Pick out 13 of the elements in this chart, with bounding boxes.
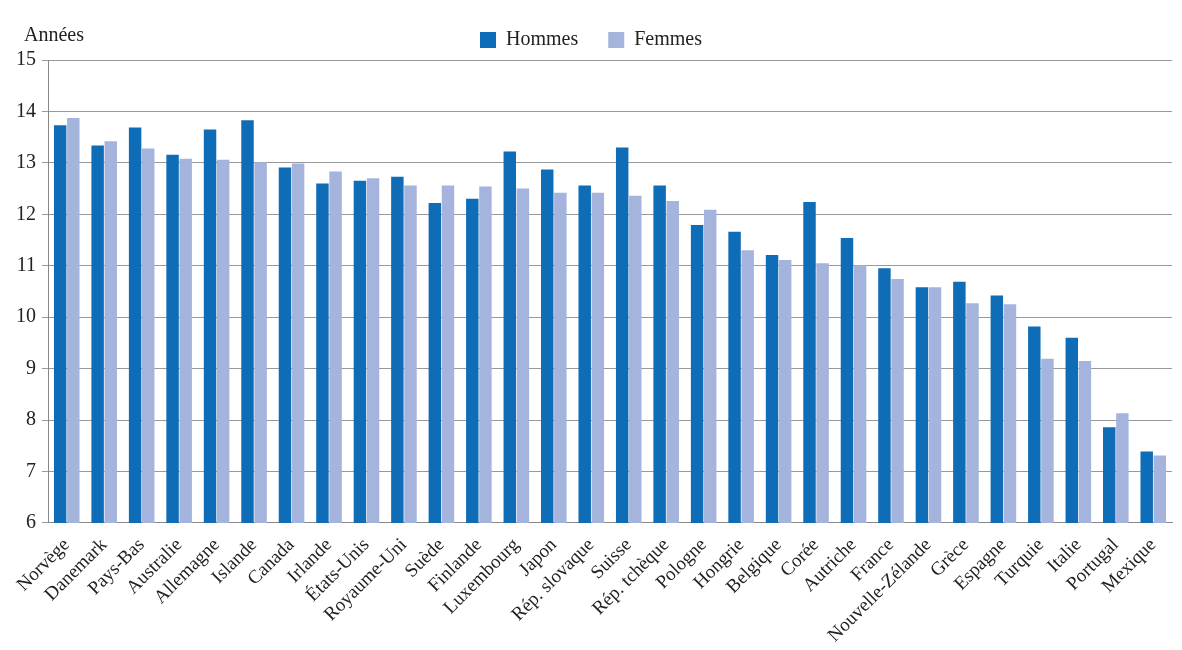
y-tick-label: 10 xyxy=(16,304,36,327)
legend-label: Femmes xyxy=(634,27,703,50)
y-tick-label: 14 xyxy=(16,98,36,121)
y-tick-label: 11 xyxy=(16,252,36,275)
y-tick-label: 9 xyxy=(26,355,36,378)
legend-label: Hommes xyxy=(506,27,579,50)
y-tick-label: 6 xyxy=(26,510,36,533)
y-tick-label: 13 xyxy=(16,150,36,173)
y-tick-label: 12 xyxy=(16,201,36,224)
y-tick-label: 15 xyxy=(16,47,36,70)
y-tick-label: 8 xyxy=(26,407,36,430)
y-tick-label: 7 xyxy=(26,458,36,481)
y-axis-title: Années xyxy=(24,23,85,46)
